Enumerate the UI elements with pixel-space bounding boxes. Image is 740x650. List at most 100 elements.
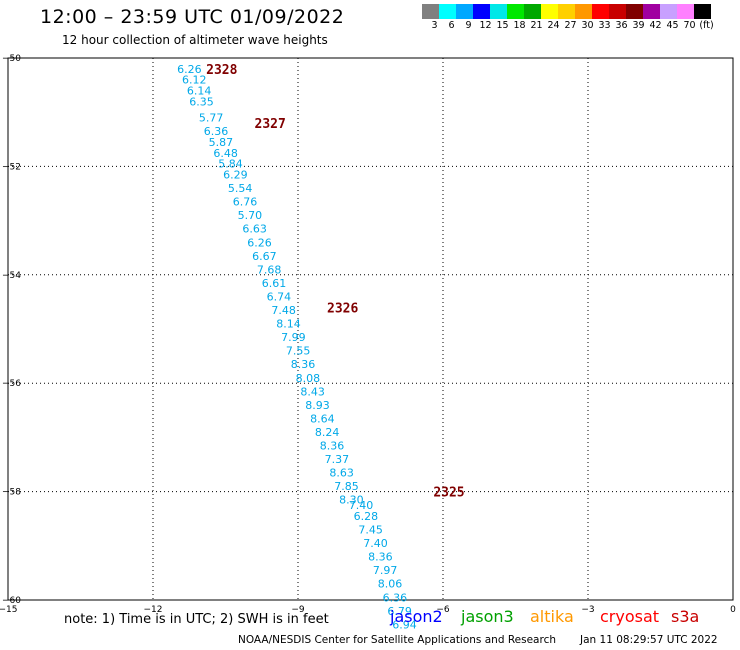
wave-height-point: 7.45 [358, 524, 383, 537]
wave-height-point: 8.63 [329, 467, 354, 480]
color-swatch [456, 4, 473, 19]
wave-height-point: 6.79 [387, 605, 412, 618]
wave-height-point: 6.76 [233, 196, 258, 209]
color-scale-label: (ft) [699, 20, 714, 31]
x-tick-label: −6 [436, 605, 450, 615]
y-tick-label: −58 [2, 488, 21, 498]
wave-height-point: 8.08 [296, 372, 321, 385]
pass-time-label: 2328 [206, 63, 237, 78]
wave-height-point: 7.37 [325, 453, 350, 466]
color-scale-label: 21 [530, 20, 543, 31]
wave-height-point: 5.77 [199, 112, 224, 125]
color-swatch [609, 4, 626, 19]
wave-height-point: 5.54 [228, 182, 253, 195]
color-scale-label: 24 [547, 20, 560, 31]
wave-height-point: 7.40 [363, 537, 388, 550]
color-swatch [439, 4, 456, 19]
wave-height-point: 6.74 [267, 290, 292, 303]
color-swatch [422, 4, 439, 19]
color-scale-label: 36 [615, 20, 628, 31]
pass-time-label: 2325 [433, 486, 464, 501]
x-tick-label: −9 [291, 605, 305, 615]
color-swatch [507, 4, 524, 19]
color-scale-label: 70 [683, 20, 696, 31]
wave-height-point: 6.14 [187, 85, 212, 98]
color-scale-label: 18 [513, 20, 526, 31]
y-tick-label: −54 [2, 271, 21, 281]
wave-height-point: 6.67 [252, 250, 276, 263]
wave-height-point: 8.06 [378, 578, 403, 591]
satellite-legend-item: cryosat [600, 607, 660, 626]
wave-height-point: 6.26 [247, 236, 272, 249]
satellite-legend-item: altika [530, 607, 574, 626]
wave-height-point: 8.36 [368, 551, 393, 564]
wave-height-point: 6.12 [182, 74, 207, 87]
wave-height-point: 7.55 [286, 345, 311, 358]
color-scale-label: 39 [632, 20, 645, 31]
color-swatch [575, 4, 592, 19]
color-scale-label: 33 [598, 20, 611, 31]
color-swatch [541, 4, 558, 19]
wave-height-point: 8.36 [320, 440, 345, 453]
wave-height-point: 6.36 [383, 591, 408, 604]
wave-height-point: 7.97 [373, 564, 398, 577]
wave-height-point: 8.24 [315, 426, 340, 439]
color-swatch [643, 4, 660, 19]
wave-height-point: 7.99 [281, 331, 306, 344]
x-tick-label: −12 [144, 605, 163, 615]
wave-height-point: 6.36 [204, 125, 229, 138]
wave-height-point: 8.93 [305, 399, 330, 412]
wave-height-point: 6.61 [262, 277, 287, 290]
wave-height-point: 6.94 [392, 618, 417, 631]
y-tick-label: −52 [2, 162, 21, 172]
plot-frame [7, 57, 734, 601]
wave-height-point: 6.28 [354, 510, 379, 523]
footer-note: note: 1) Time is in UTC; 2) SWH is in fe… [64, 612, 329, 627]
color-swatch [558, 4, 575, 19]
x-tick-label: −3 [581, 605, 594, 615]
color-swatch [626, 4, 643, 19]
satellite-legend-item: jason3 [461, 607, 514, 626]
y-tick-label: −60 [2, 596, 21, 606]
color-scale-label: 27 [564, 20, 577, 31]
pass-time-label: 2327 [255, 117, 286, 132]
wave-height-point: 7.85 [334, 480, 359, 493]
wave-height-point: 8.64 [310, 412, 335, 425]
satellite-legend-item: s3a [671, 607, 700, 626]
color-scale-legend [422, 4, 711, 19]
color-swatch [524, 4, 541, 19]
page-title: 12:00 – 23:59 UTC 01/09/2022 [40, 6, 345, 28]
footer-organization: NOAA/NESDIS Center for Satellite Applica… [238, 634, 556, 646]
wave-height-point: 8.30 [339, 494, 364, 507]
y-tick-label: −50 [2, 54, 21, 64]
wave-height-point: 7.40 [349, 499, 374, 512]
color-swatch [473, 4, 490, 19]
color-scale-swatches [422, 4, 711, 19]
color-scale-label: 30 [581, 20, 594, 31]
wave-height-point: 7.68 [257, 263, 282, 276]
wave-height-point: 8.36 [291, 358, 316, 371]
color-swatch [592, 4, 609, 19]
footer-timestamp: Jan 11 08:29:57 UTC 2022 [580, 634, 718, 646]
color-scale-label: 3 [431, 20, 438, 31]
color-scale-label: 12 [479, 20, 492, 31]
color-swatch [490, 4, 507, 19]
color-scale-label: 9 [465, 20, 472, 31]
y-tick-label: −56 [2, 379, 21, 389]
page-subtitle: 12 hour collection of altimeter wave hei… [62, 33, 328, 47]
wave-height-point: 8.14 [276, 318, 301, 331]
wave-height-point: 6.63 [242, 223, 267, 236]
wave-height-point: 8.43 [300, 385, 325, 398]
wave-height-point: 6.29 [223, 169, 248, 182]
pass-time-label: 2326 [327, 301, 358, 316]
wave-height-point: 5.87 [209, 136, 234, 149]
wave-height-point: 6.35 [189, 95, 214, 108]
color-scale-label: 6 [448, 20, 455, 31]
color-scale-label: 45 [666, 20, 679, 31]
x-tick-label: 0 [730, 605, 736, 615]
color-scale-label: 15 [496, 20, 509, 31]
satellite-legend-item: jason2 [390, 607, 443, 626]
color-swatch [660, 4, 677, 19]
